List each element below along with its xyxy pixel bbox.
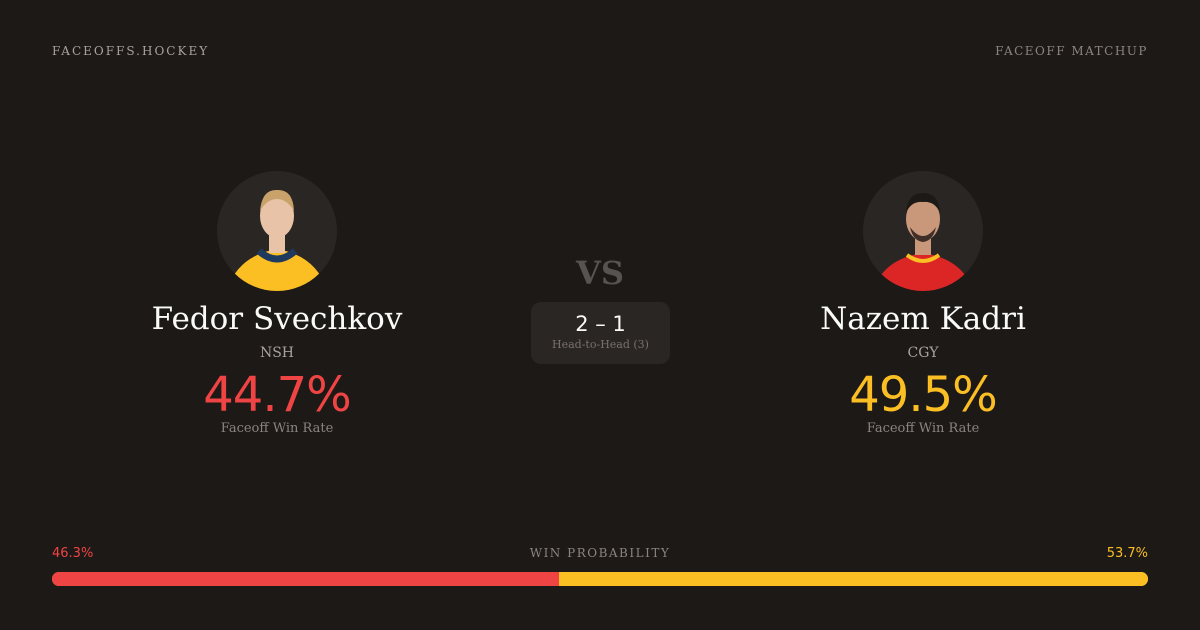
player-name: Fedor Svechkov	[151, 301, 403, 337]
player-team: CGY	[907, 345, 939, 361]
win-probability-left: 46.3%	[52, 546, 94, 561]
vs-label: VS	[576, 254, 624, 292]
head-to-head-score: 2 – 1	[575, 312, 626, 336]
head-to-head-caption: Head-to-Head (3)	[552, 338, 649, 351]
win-probability-right: 53.7%	[1106, 546, 1148, 561]
faceoff-win-rate-label: Faceoff Win Rate	[220, 421, 334, 436]
win-probability-bar	[52, 572, 1148, 586]
faceoff-win-rate: 44.7%	[203, 367, 351, 423]
faceoff-win-rate: 49.5%	[849, 367, 997, 423]
win-probability-left-fill	[52, 572, 560, 586]
site-brand[interactable]: FACEOFFS.HOCKEY	[52, 44, 210, 58]
player-team: NSH	[259, 345, 295, 361]
page-label: FACEOFF MATCHUP	[995, 44, 1148, 58]
player-left: Fedor Svechkov NSH 44.7% Faceoff Win Rat…	[127, 171, 427, 436]
faceoff-win-rate-label: Faceoff Win Rate	[866, 421, 980, 436]
player-right: Nazem Kadri CGY 49.5% Faceoff Win Rate	[773, 171, 1073, 436]
head-to-head-card: 2 – 1 Head-to-Head (3)	[531, 302, 670, 364]
player-avatar	[217, 171, 337, 291]
player-avatar	[863, 171, 983, 291]
win-probability-title: WIN PROBABILITY	[529, 546, 671, 560]
win-probability-right-fill	[559, 572, 1148, 586]
player-name: Nazem Kadri	[820, 301, 1026, 337]
